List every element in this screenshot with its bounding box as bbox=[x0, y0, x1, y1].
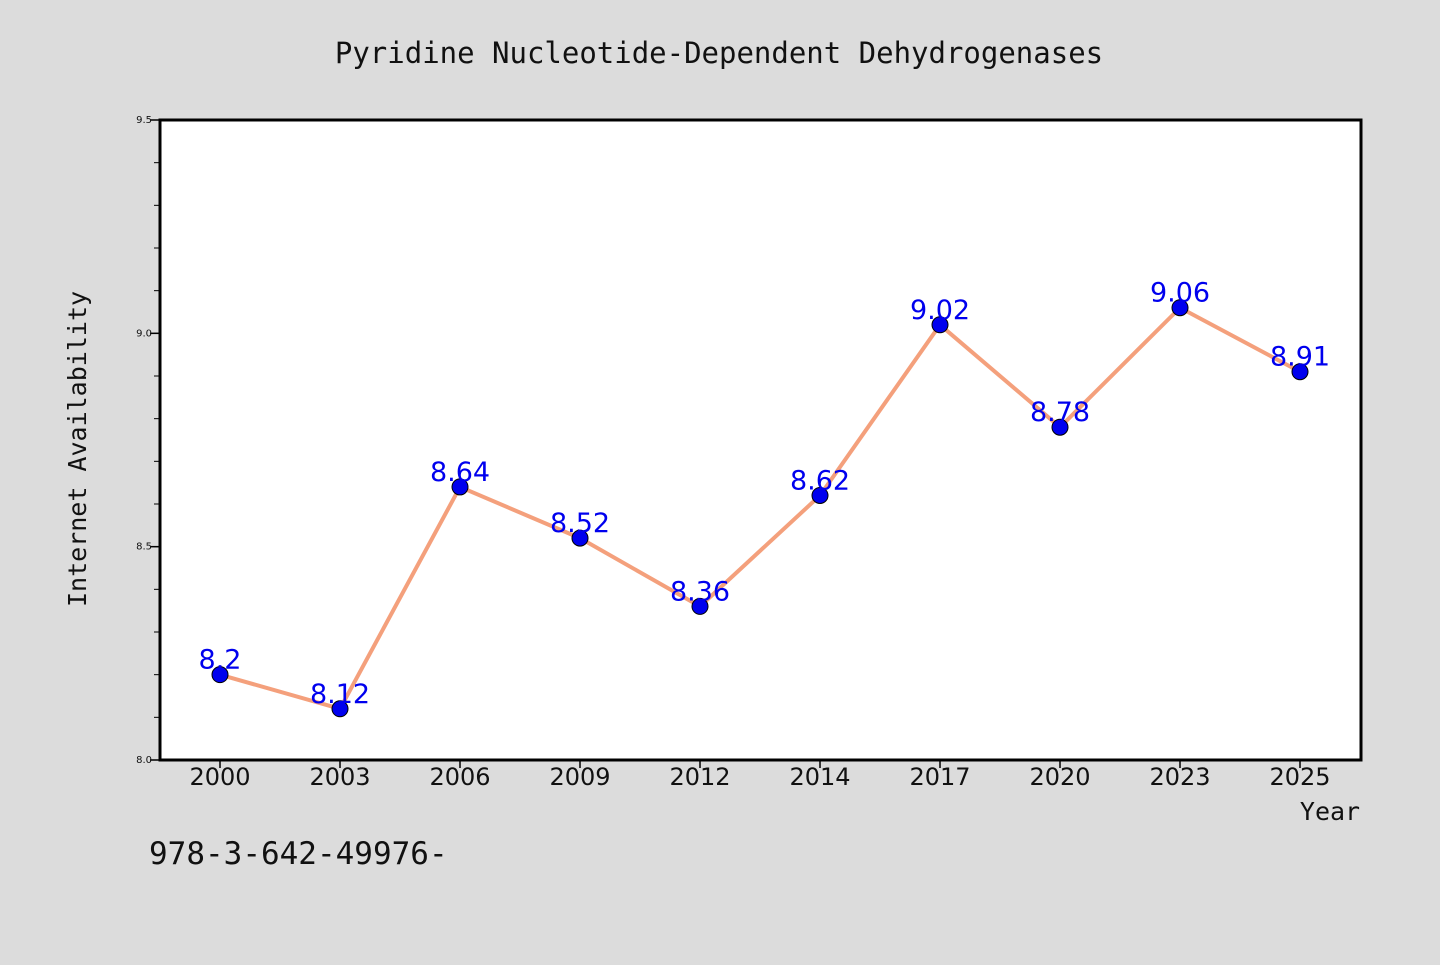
series-line-group bbox=[218, 305, 1302, 711]
x-tick-label: 2023 bbox=[1149, 763, 1210, 791]
data-label: 8.52 bbox=[550, 508, 610, 539]
x-tick-label: 2017 bbox=[909, 763, 970, 791]
x-tick-label: 2012 bbox=[669, 763, 730, 791]
data-points bbox=[211, 299, 1309, 718]
y-tick-label: 8.5 bbox=[136, 542, 152, 553]
data-point bbox=[811, 486, 829, 504]
chart-title: Pyridine Nucleotide-Dependent Dehydrogen… bbox=[335, 36, 1103, 70]
y-major-ticks: 8.0 8.5 9.0 9.5 bbox=[136, 115, 160, 766]
data-point bbox=[691, 597, 709, 615]
x-tick-label: 2000 bbox=[189, 763, 250, 791]
y-tick-label: 9.5 bbox=[136, 115, 152, 126]
x-tick-label: 2014 bbox=[789, 763, 850, 791]
data-label: 8.64 bbox=[430, 457, 490, 488]
x-ticks: 2000 2003 2006 2009 2012 2014 2017 2020 2023 2025 bbox=[189, 760, 1331, 791]
x-tick-label: 2025 bbox=[1269, 763, 1330, 791]
data-point bbox=[931, 316, 949, 334]
y-tick-label: 8.0 bbox=[136, 755, 152, 766]
footer-code: 978-3-642-49976- bbox=[149, 836, 448, 872]
x-axis-title: Year bbox=[1300, 797, 1360, 826]
x-tick-label: 2003 bbox=[309, 763, 370, 791]
data-label: 8.36 bbox=[670, 576, 730, 607]
data-label: 9.06 bbox=[1150, 278, 1210, 309]
data-label: 8.62 bbox=[790, 465, 850, 496]
data-point bbox=[451, 478, 469, 496]
x-tick-label: 2009 bbox=[549, 763, 610, 791]
data-label: 8.2 bbox=[199, 645, 242, 676]
data-point bbox=[1051, 418, 1069, 436]
data-label: 9.02 bbox=[910, 295, 970, 326]
data-point bbox=[571, 529, 589, 547]
y-axis-title: Internet Availability bbox=[63, 291, 92, 607]
data-point bbox=[1171, 299, 1189, 317]
data-point bbox=[211, 666, 229, 684]
plot-area bbox=[158, 118, 1363, 762]
data-label: 8.12 bbox=[310, 679, 370, 710]
x-tick-label: 2006 bbox=[429, 763, 490, 791]
data-label: 8.78 bbox=[1030, 397, 1090, 428]
series-line bbox=[218, 305, 1302, 711]
data-point bbox=[1291, 363, 1309, 381]
x-tick-label: 2020 bbox=[1029, 763, 1090, 791]
y-tick-label: 9.0 bbox=[136, 328, 152, 339]
data-label: 8.91 bbox=[1270, 342, 1330, 373]
data-point bbox=[331, 700, 349, 718]
data-labels: 8.2 8.12 8.64 8.52 8.36 8.62 9.02 8.78 9.06 8.91 bbox=[199, 278, 1331, 710]
